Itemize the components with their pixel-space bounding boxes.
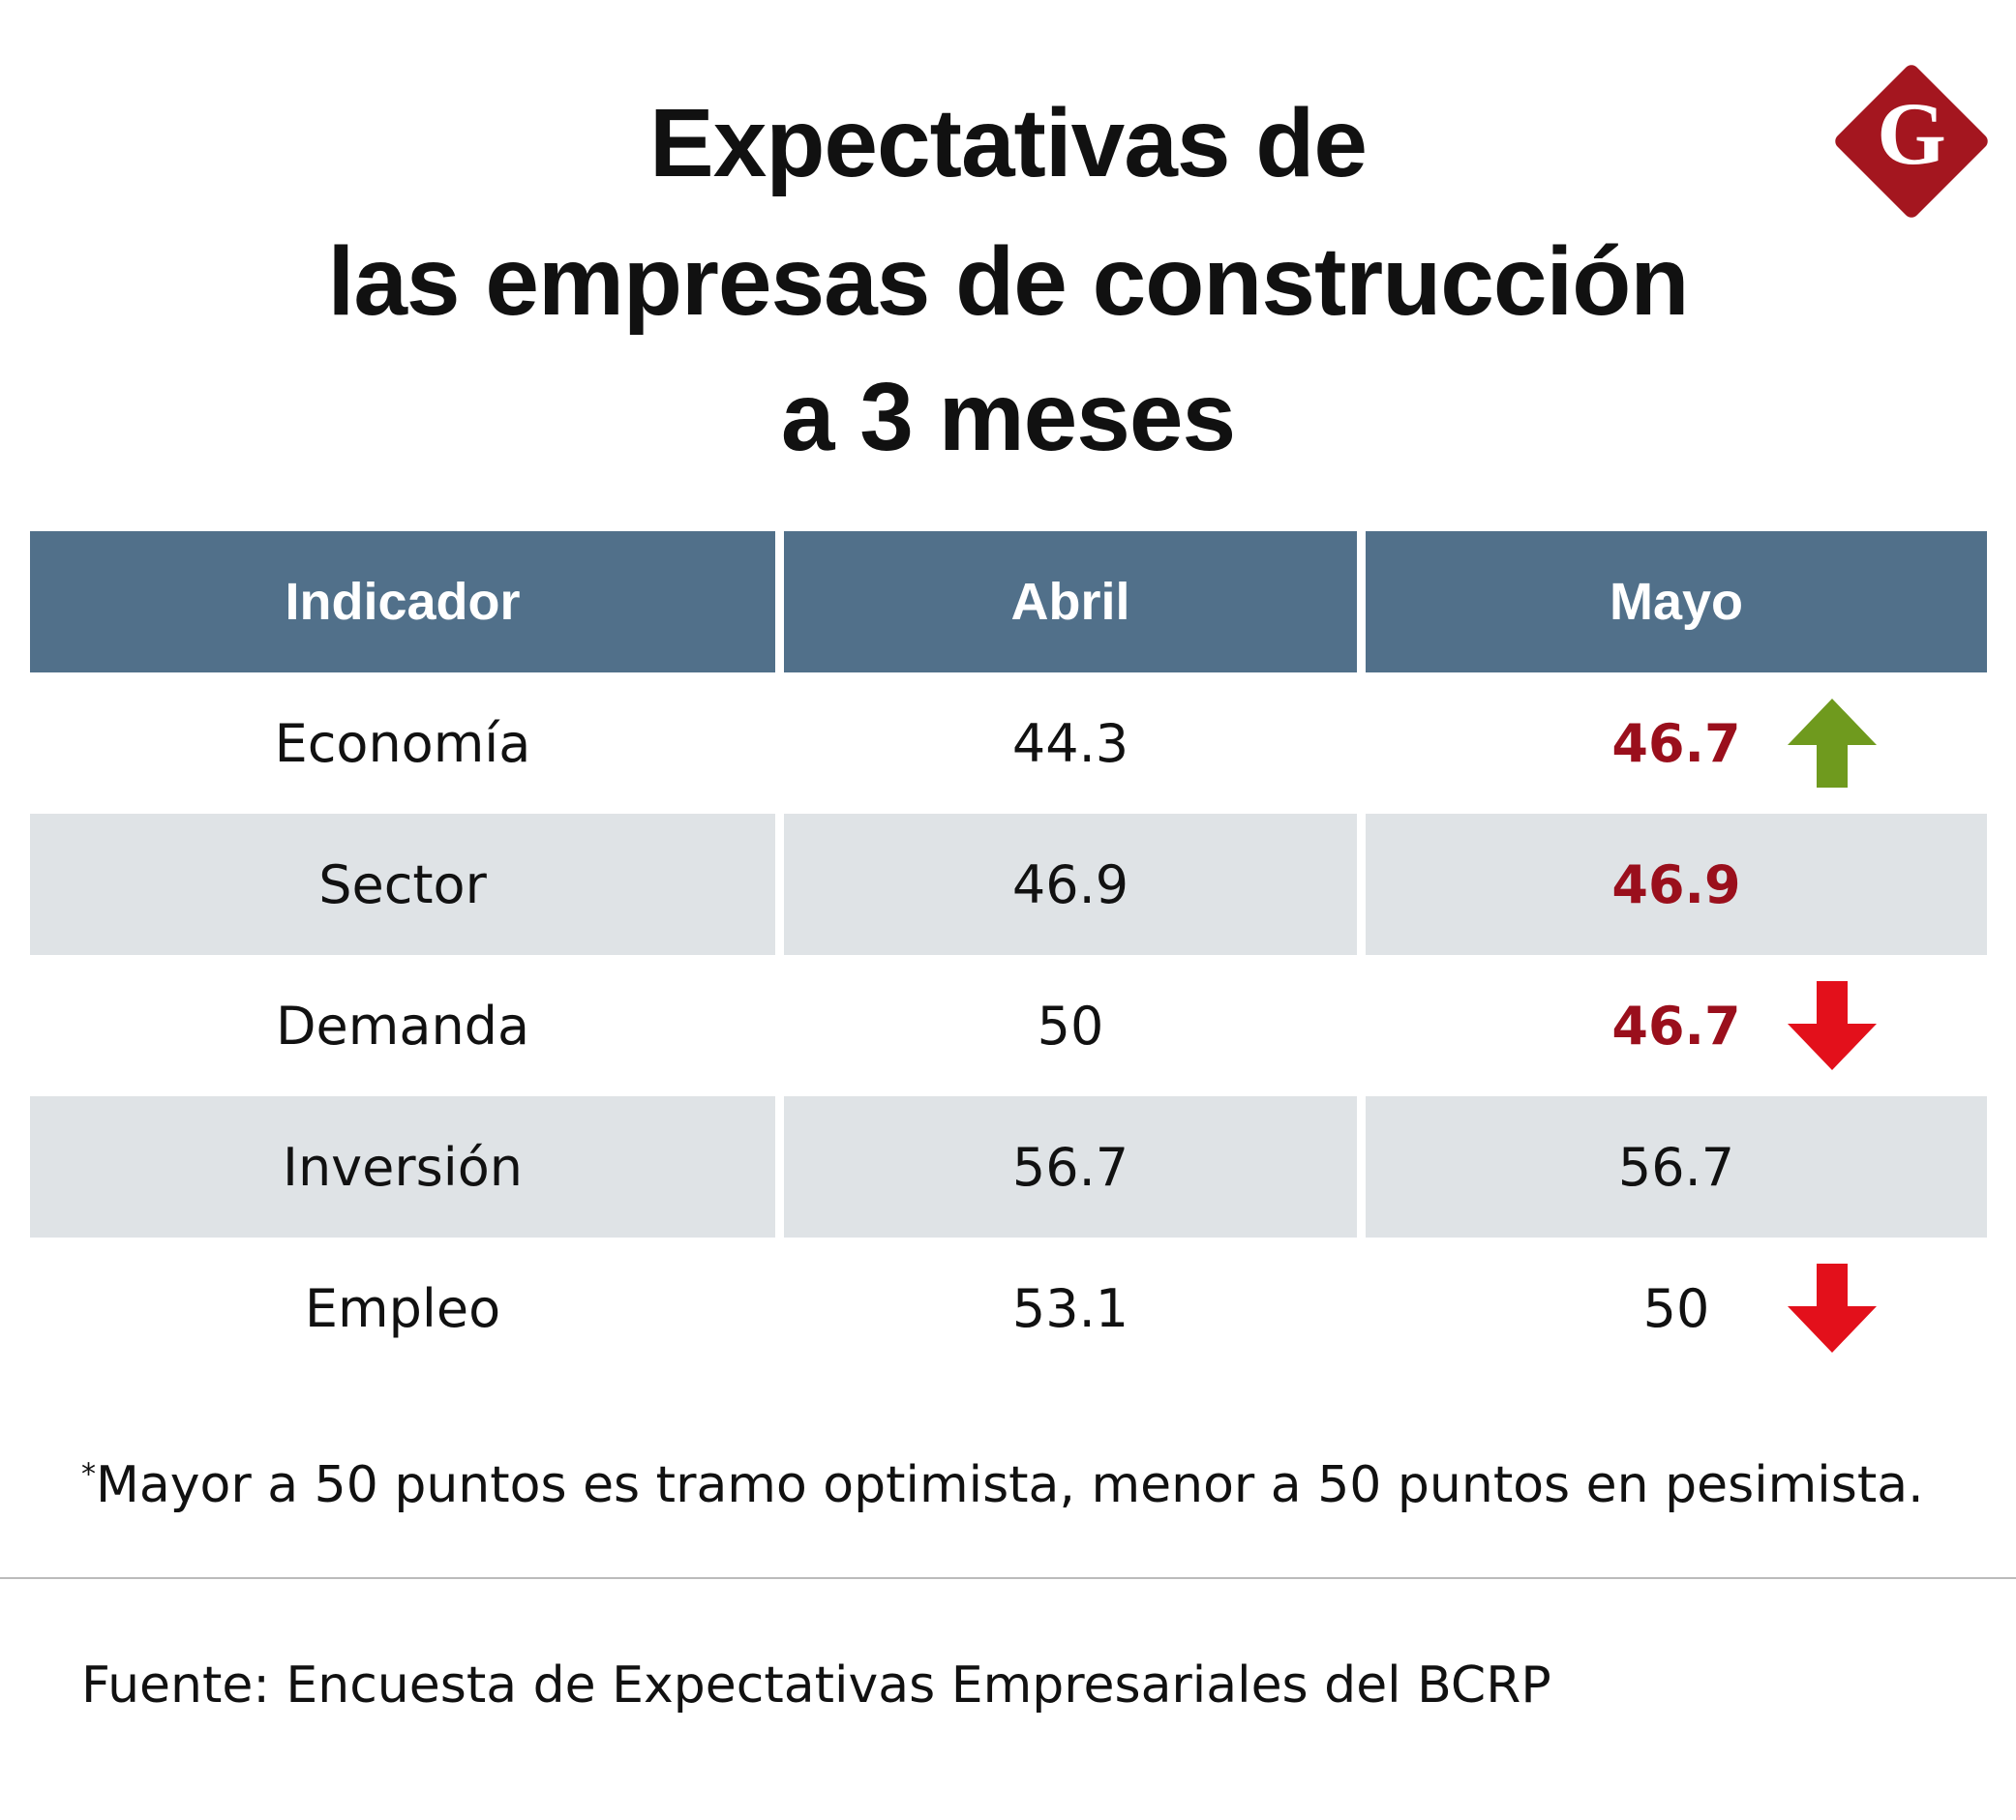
title-line: Expectativas de: [649, 89, 1368, 197]
table-cell-text: 44.3: [1011, 712, 1129, 774]
table-cell: Sector: [30, 814, 775, 955]
table-cell: 46.9: [784, 814, 1357, 955]
header-cell-text: Mayo: [1609, 573, 1744, 631]
table-cell-text: Inversión: [283, 1136, 523, 1198]
table-cell-text: Sector: [318, 853, 487, 915]
table-cell-text: 50: [1642, 1277, 1710, 1339]
title-line: a 3 meses: [780, 363, 1236, 471]
table-cell: 56.7: [784, 1096, 1357, 1238]
trend-arrow: [1788, 981, 1877, 1070]
footnote-text: Mayor a 50 puntos es tramo optimista, me…: [96, 1456, 1924, 1514]
table-cell: 44.3: [784, 672, 1357, 814]
source: Fuente: Encuesta de Expectativas Empresa…: [81, 1656, 1551, 1715]
table-cell-text: Demanda: [275, 995, 530, 1057]
table-cell: 50: [1366, 1238, 1987, 1379]
table-cell-text: 50: [1037, 995, 1104, 1057]
table-cell-text: 56.7: [1011, 1136, 1129, 1198]
table-cell: 46.9: [1366, 814, 1987, 955]
trend-arrow: [1788, 1264, 1877, 1353]
header-cell: Abril: [784, 531, 1357, 672]
table-cell-text: 53.1: [1011, 1277, 1129, 1339]
footnote-marker: *: [81, 1457, 96, 1492]
table-cell-text: 46.7: [1611, 995, 1741, 1057]
table-cell: 53.1: [784, 1238, 1357, 1379]
header-cell: Mayo: [1366, 531, 1987, 672]
header-cell-text: Indicador: [285, 573, 521, 631]
logo: G: [1835, 65, 1988, 218]
title-line: las empresas de construcción: [327, 227, 1690, 336]
table-cell-text: Economía: [274, 712, 531, 774]
divider: [0, 1577, 2016, 1579]
trend-arrow: [1788, 699, 1877, 788]
footnote: *Mayor a 50 puntos es tramo optimista, m…: [81, 1456, 1924, 1514]
table-cell: Inversión: [30, 1096, 775, 1238]
table-cell-text: Empleo: [304, 1277, 501, 1339]
header-cell-text: Abril: [1010, 573, 1130, 631]
table-cell-text: 56.7: [1617, 1136, 1735, 1198]
table-cell: Empleo: [30, 1238, 775, 1379]
table-cell: 46.7: [1366, 955, 1987, 1096]
table-cell-text: 46.9: [1011, 853, 1129, 915]
table-cell: Demanda: [30, 955, 775, 1096]
table-cell: 50: [784, 955, 1357, 1096]
table-cell: Economía: [30, 672, 775, 814]
table-cell: 46.7: [1366, 672, 1987, 814]
table-cell-text: 46.9: [1611, 853, 1741, 915]
header-cell: Indicador: [30, 531, 775, 672]
logo-letter: G: [1877, 84, 1946, 183]
table-cell: 56.7: [1366, 1096, 1987, 1238]
table-cell-text: 46.7: [1611, 712, 1741, 774]
